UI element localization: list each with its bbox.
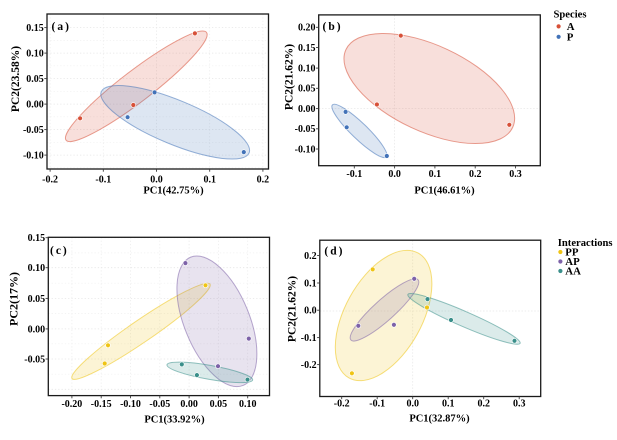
svg-text:Species: Species: [554, 9, 587, 20]
svg-text:-0.1: -0.1: [369, 399, 385, 410]
svg-text:PC2(17%): PC2(17%): [7, 272, 21, 326]
svg-text:0.00: 0.00: [26, 100, 44, 111]
svg-text:-0.05: -0.05: [23, 125, 44, 136]
svg-text:0.15: 0.15: [26, 23, 44, 34]
svg-text:0.15: 0.15: [28, 233, 46, 244]
svg-text:-0.2: -0.2: [42, 175, 58, 186]
svg-text:0.10: 0.10: [298, 64, 316, 75]
svg-text:-0.10: -0.10: [120, 399, 141, 410]
svg-text:PC2(21.62%): PC2(21.62%): [284, 44, 296, 110]
svg-text:0.2: 0.2: [469, 169, 482, 180]
svg-text:0.15: 0.15: [298, 43, 316, 54]
svg-text:0.05: 0.05: [26, 74, 44, 85]
svg-text:0.05: 0.05: [28, 294, 46, 305]
svg-text:(d): (d): [324, 245, 344, 257]
svg-text:0.10: 0.10: [28, 263, 46, 274]
svg-text:PP: PP: [565, 247, 579, 259]
svg-text:-0.20: -0.20: [61, 399, 82, 410]
svg-text:(b): (b): [323, 21, 343, 33]
svg-text:Interactions: Interactions: [558, 238, 613, 249]
svg-text:-0.2: -0.2: [334, 399, 350, 410]
svg-text:-0.15: -0.15: [91, 399, 112, 410]
svg-text:-0.10: -0.10: [295, 144, 316, 155]
svg-text:0.00: 0.00: [28, 324, 46, 335]
svg-text:-0.1: -0.1: [301, 333, 317, 344]
svg-text:(c): (c): [50, 245, 69, 257]
svg-text:-0.05: -0.05: [149, 399, 170, 410]
svg-text:PC2(21.62%): PC2(21.62%): [287, 276, 299, 342]
svg-text:0.3: 0.3: [513, 399, 526, 410]
svg-text:0.05: 0.05: [298, 84, 316, 95]
svg-text:0.0: 0.0: [406, 399, 419, 410]
svg-text:0.1: 0.1: [304, 278, 317, 289]
svg-text:0.0: 0.0: [388, 169, 401, 180]
svg-text:0.00: 0.00: [180, 399, 198, 410]
svg-text:0.10: 0.10: [239, 399, 257, 410]
svg-text:-0.1: -0.1: [95, 175, 111, 186]
svg-text:(a): (a): [52, 21, 71, 33]
svg-text:-0.05: -0.05: [24, 354, 45, 365]
svg-text:-0.2: -0.2: [301, 360, 317, 371]
svg-text:0.20: 0.20: [298, 23, 316, 34]
svg-text:0.05: 0.05: [210, 399, 228, 410]
svg-text:PC1(32.87%): PC1(32.87%): [409, 414, 470, 425]
svg-text:PC1(46.61%): PC1(46.61%): [414, 186, 475, 197]
svg-text:0.3: 0.3: [509, 169, 522, 180]
svg-text:0.00: 0.00: [298, 104, 316, 115]
svg-text:PC1(42.75%): PC1(42.75%): [143, 186, 204, 197]
svg-text:-0.05: -0.05: [295, 124, 316, 135]
svg-text:0.0: 0.0: [304, 306, 317, 317]
svg-text:-0.10: -0.10: [23, 151, 44, 162]
svg-text:AA: AA: [565, 266, 581, 278]
svg-text:0.2: 0.2: [477, 399, 490, 410]
svg-text:0.1: 0.1: [442, 399, 455, 410]
svg-text:0.1: 0.1: [203, 175, 216, 186]
svg-text:0.10: 0.10: [26, 49, 44, 60]
svg-text:0.1: 0.1: [429, 169, 442, 180]
svg-text:0.0: 0.0: [150, 175, 163, 186]
svg-text:0.2: 0.2: [257, 175, 270, 186]
svg-text:0.2: 0.2: [304, 251, 317, 262]
svg-text:P: P: [567, 31, 574, 43]
svg-text:PC1(33.92%): PC1(33.92%): [144, 415, 205, 426]
svg-text:PC2(23.58%): PC2(23.58%): [10, 46, 22, 112]
svg-text:-0.1: -0.1: [346, 169, 362, 180]
svg-text:A: A: [567, 21, 575, 33]
svg-text:AP: AP: [565, 256, 580, 268]
